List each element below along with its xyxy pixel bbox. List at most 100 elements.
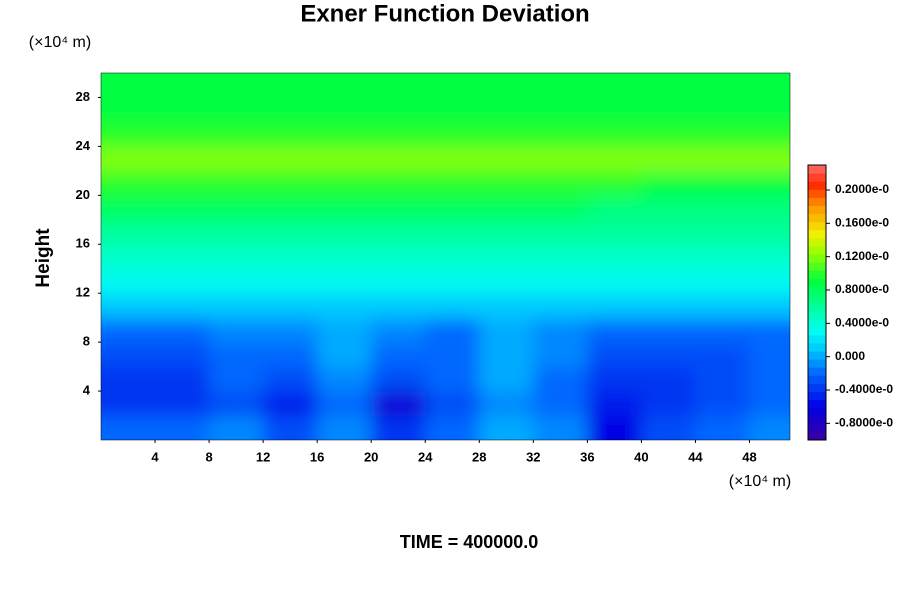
field-cell [263, 146, 319, 172]
field-cell [749, 317, 790, 344]
field-cell [749, 391, 790, 417]
field-cell [371, 244, 427, 270]
field-cell [101, 73, 157, 99]
field-cell [263, 317, 319, 344]
field-cell [371, 170, 427, 197]
colorbar-step [808, 415, 826, 425]
field-cell [587, 73, 643, 99]
x-tick-label: 4 [151, 449, 159, 464]
field-cell [695, 219, 751, 246]
colorbar-tick-label: 0.8000e-0 [835, 282, 889, 296]
field-cells [101, 73, 790, 440]
field-cell [533, 342, 589, 368]
colorbar-step [808, 181, 826, 190]
field-cell [371, 415, 427, 440]
field-cell [749, 293, 790, 319]
field-cell [479, 97, 535, 123]
field-cell [371, 391, 427, 417]
field-cell [101, 415, 157, 440]
field-cell [695, 170, 751, 197]
field-cell [425, 317, 481, 344]
x-tick-label: 32 [526, 449, 540, 464]
colorbar-step [808, 237, 826, 247]
y-tick-label: 12 [76, 285, 90, 300]
field-cell [263, 244, 319, 270]
field-cell [695, 121, 751, 148]
field-cell [371, 366, 427, 393]
field-cell [317, 268, 373, 295]
field-cell [749, 244, 790, 270]
x-unit: (×10⁴ m) [729, 473, 791, 490]
field-cell [533, 97, 589, 123]
field-cell [155, 317, 211, 344]
field-cell [425, 73, 481, 99]
field-cell [641, 415, 697, 440]
colorbar-step [808, 205, 826, 215]
field-cell [749, 146, 790, 172]
field-cell [209, 293, 265, 319]
field-cell [533, 146, 589, 172]
field-cell [209, 195, 265, 221]
field-cell [695, 244, 751, 270]
field-cell [209, 97, 265, 123]
field-cell [587, 195, 643, 221]
field-cell [695, 73, 751, 99]
field-cell [425, 146, 481, 172]
field-cell [695, 366, 751, 393]
field-cell [263, 121, 319, 148]
field-cell [641, 146, 697, 172]
field-cell [209, 73, 265, 99]
field-cell [425, 244, 481, 270]
field-cell [479, 415, 535, 440]
field-cell [425, 219, 481, 246]
field-cell [425, 415, 481, 440]
field-cell [371, 73, 427, 99]
field-cell [263, 268, 319, 295]
plot-frame [100, 72, 791, 441]
field-cell [317, 219, 373, 246]
field-cell [101, 342, 157, 368]
field-cell [695, 391, 751, 417]
field-cell [209, 121, 265, 148]
field-cell [209, 170, 265, 197]
field-cell [587, 97, 643, 123]
field-cell [101, 219, 157, 246]
x-tick-label: 24 [418, 449, 433, 464]
field-cell [155, 366, 211, 393]
y-tick-label: 24 [76, 138, 91, 153]
colorbar-tick-label: 0.1600e-0 [835, 216, 889, 230]
field-cell [209, 244, 265, 270]
field-cell [695, 415, 751, 440]
field-cell [317, 121, 373, 148]
colorbar-step [808, 342, 826, 352]
field-cell [587, 366, 643, 393]
field-cell [533, 244, 589, 270]
field-cell [101, 170, 157, 197]
field-cell [317, 366, 373, 393]
field-cell [263, 170, 319, 197]
colorbar-step [808, 431, 826, 441]
colorbar-step [808, 302, 826, 312]
footer: TIME = 400000.0 [400, 532, 539, 552]
colorbar-step [808, 294, 826, 303]
field-cell [371, 97, 427, 123]
field-cell [749, 366, 790, 393]
field-cell [263, 219, 319, 246]
field-cell [641, 219, 697, 246]
field-cell [749, 97, 790, 123]
field-cell [533, 170, 589, 197]
field-cell [749, 73, 790, 99]
field-cell [587, 317, 643, 344]
colorbar-step [808, 245, 826, 255]
field-cell [371, 195, 427, 221]
x-tick-label: 12 [256, 449, 270, 464]
field-cell [641, 121, 697, 148]
field-cell [641, 195, 697, 221]
colorbar-step [808, 253, 826, 263]
field-cell [155, 342, 211, 368]
field-cell [425, 268, 481, 295]
field-cell [695, 317, 751, 344]
y-tick-label: 8 [83, 334, 90, 349]
colorbar-step [808, 326, 826, 336]
field-cell [641, 73, 697, 99]
